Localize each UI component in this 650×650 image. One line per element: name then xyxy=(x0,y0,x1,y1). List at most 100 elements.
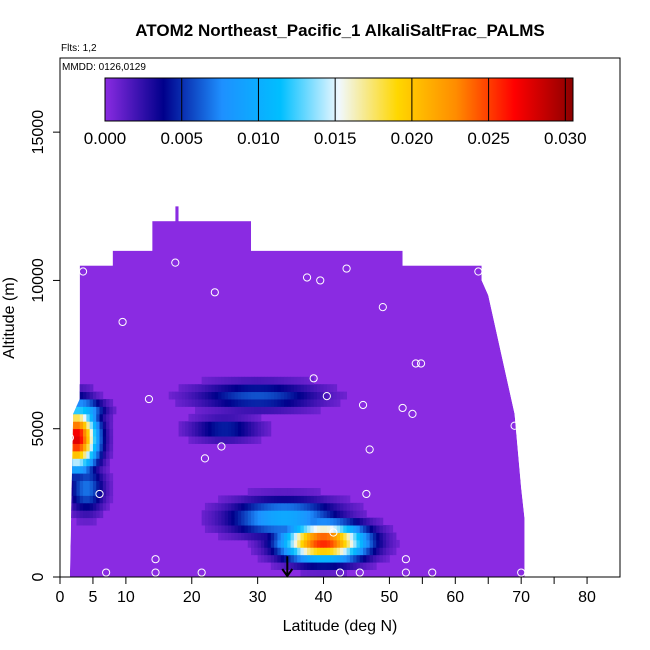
heatmap-cell xyxy=(356,510,361,519)
heatmap-cell xyxy=(290,406,295,415)
heatmap-cell xyxy=(346,510,351,519)
heatmap-cell xyxy=(290,399,295,407)
heatmap-cell xyxy=(257,413,262,422)
heatmap-cell xyxy=(320,562,324,570)
heatmap-cell xyxy=(76,458,81,467)
heatmap-cell xyxy=(330,539,334,548)
heatmap-cell xyxy=(86,436,91,444)
heatmap-cell xyxy=(284,495,288,504)
heatmap-cell xyxy=(83,510,87,519)
heatmap-cell xyxy=(287,517,291,526)
heatmap-cell xyxy=(264,502,268,511)
heatmap-cell xyxy=(284,562,288,570)
heatmap-cell xyxy=(366,525,371,533)
heatmap-cell xyxy=(109,473,114,482)
heatmap-cell xyxy=(79,488,84,496)
sample-point xyxy=(200,454,210,463)
heatmap-cell xyxy=(254,547,259,556)
heatmap-cell xyxy=(211,413,216,422)
heatmap-cell xyxy=(372,517,377,526)
heatmap-cell xyxy=(346,517,351,526)
heatmap-cell xyxy=(178,428,183,437)
heatmap-cell xyxy=(274,547,278,556)
heatmap-cell xyxy=(244,406,249,415)
heatmap-cell xyxy=(106,428,110,437)
heatmap-cell xyxy=(386,532,390,541)
heatmap-cell xyxy=(83,473,87,482)
heatmap-cell xyxy=(92,450,97,459)
heatmap-cell xyxy=(287,384,291,393)
heatmap-cell xyxy=(267,428,272,437)
heatmap-cell xyxy=(106,436,110,444)
heatmap-cell xyxy=(221,399,226,407)
heatmap-cell xyxy=(320,391,324,400)
heatmap-cell xyxy=(307,376,311,385)
heatmap-cell xyxy=(83,391,87,400)
heatmap-cell xyxy=(300,391,305,400)
heatmap-cell xyxy=(382,539,387,548)
heatmap-cell xyxy=(392,539,397,548)
heatmap-cell xyxy=(307,562,311,570)
heatmap-cell xyxy=(181,399,186,407)
heatmap-cell xyxy=(69,510,74,519)
heatmap-cell xyxy=(241,532,245,541)
heatmap-cell xyxy=(287,562,291,570)
heatmap-cell xyxy=(195,384,199,393)
heatmap-cell xyxy=(109,488,114,496)
sample-point xyxy=(78,267,88,276)
sample-point xyxy=(171,258,180,267)
heatmap-cell xyxy=(109,399,114,407)
heatmap-cell xyxy=(89,450,94,459)
heatmap-cell xyxy=(106,473,110,482)
heatmap-cell xyxy=(69,495,74,504)
heatmap-cell xyxy=(353,554,357,563)
heatmap-cell xyxy=(330,569,334,578)
heatmap-cell xyxy=(60,429,64,437)
heatmap-cell xyxy=(99,480,104,489)
heatmap-cell xyxy=(346,562,351,570)
heatmap-cell xyxy=(293,502,298,511)
heatmap-cell xyxy=(320,554,324,563)
heatmap-cell xyxy=(96,436,100,444)
heatmap-cell xyxy=(284,488,288,496)
heatmap-cell xyxy=(287,502,291,511)
heatmap-cell xyxy=(237,399,242,407)
heatmap-cell xyxy=(69,384,71,393)
heatmap-cell xyxy=(336,554,341,563)
heatmap-cell xyxy=(241,495,245,504)
heatmap-cell xyxy=(211,421,216,430)
heatmap-cell xyxy=(79,399,84,407)
heatmap-cell xyxy=(303,517,308,526)
heatmap-cell xyxy=(330,547,334,556)
heatmap-cell xyxy=(234,532,239,541)
heatmap-cell xyxy=(379,525,384,533)
heatmap-cell xyxy=(214,517,219,526)
heatmap-cell xyxy=(257,532,262,541)
heatmap-cell xyxy=(214,376,219,385)
y-tick-label: 15000 xyxy=(30,110,47,155)
heatmap-cell xyxy=(204,406,209,415)
heatmap-cell xyxy=(73,502,77,511)
heatmap-cell xyxy=(310,502,315,511)
heatmap-cell xyxy=(73,458,77,467)
heatmap-cell xyxy=(79,391,84,400)
heatmap-cell xyxy=(267,539,272,548)
heatmap-cell xyxy=(234,413,239,422)
heatmap-cell xyxy=(366,554,371,563)
heatmap-cell xyxy=(316,495,321,504)
heatmap-cell xyxy=(330,495,334,504)
heatmap-cell xyxy=(79,406,84,415)
heatmap-cell xyxy=(366,532,371,541)
heatmap-cell xyxy=(60,436,64,444)
heatmap-cell xyxy=(363,539,367,548)
heatmap-cell xyxy=(92,458,97,467)
heatmap-cell xyxy=(221,428,226,437)
heatmap-cell xyxy=(188,413,193,422)
heatmap-cell xyxy=(280,399,285,407)
heatmap-cell xyxy=(274,510,278,519)
heatmap-cell xyxy=(102,480,107,489)
heatmap-cell xyxy=(264,539,268,548)
heatmap-cell xyxy=(290,554,295,563)
heatmap-cell xyxy=(293,554,298,563)
heatmap-cell xyxy=(284,539,288,548)
